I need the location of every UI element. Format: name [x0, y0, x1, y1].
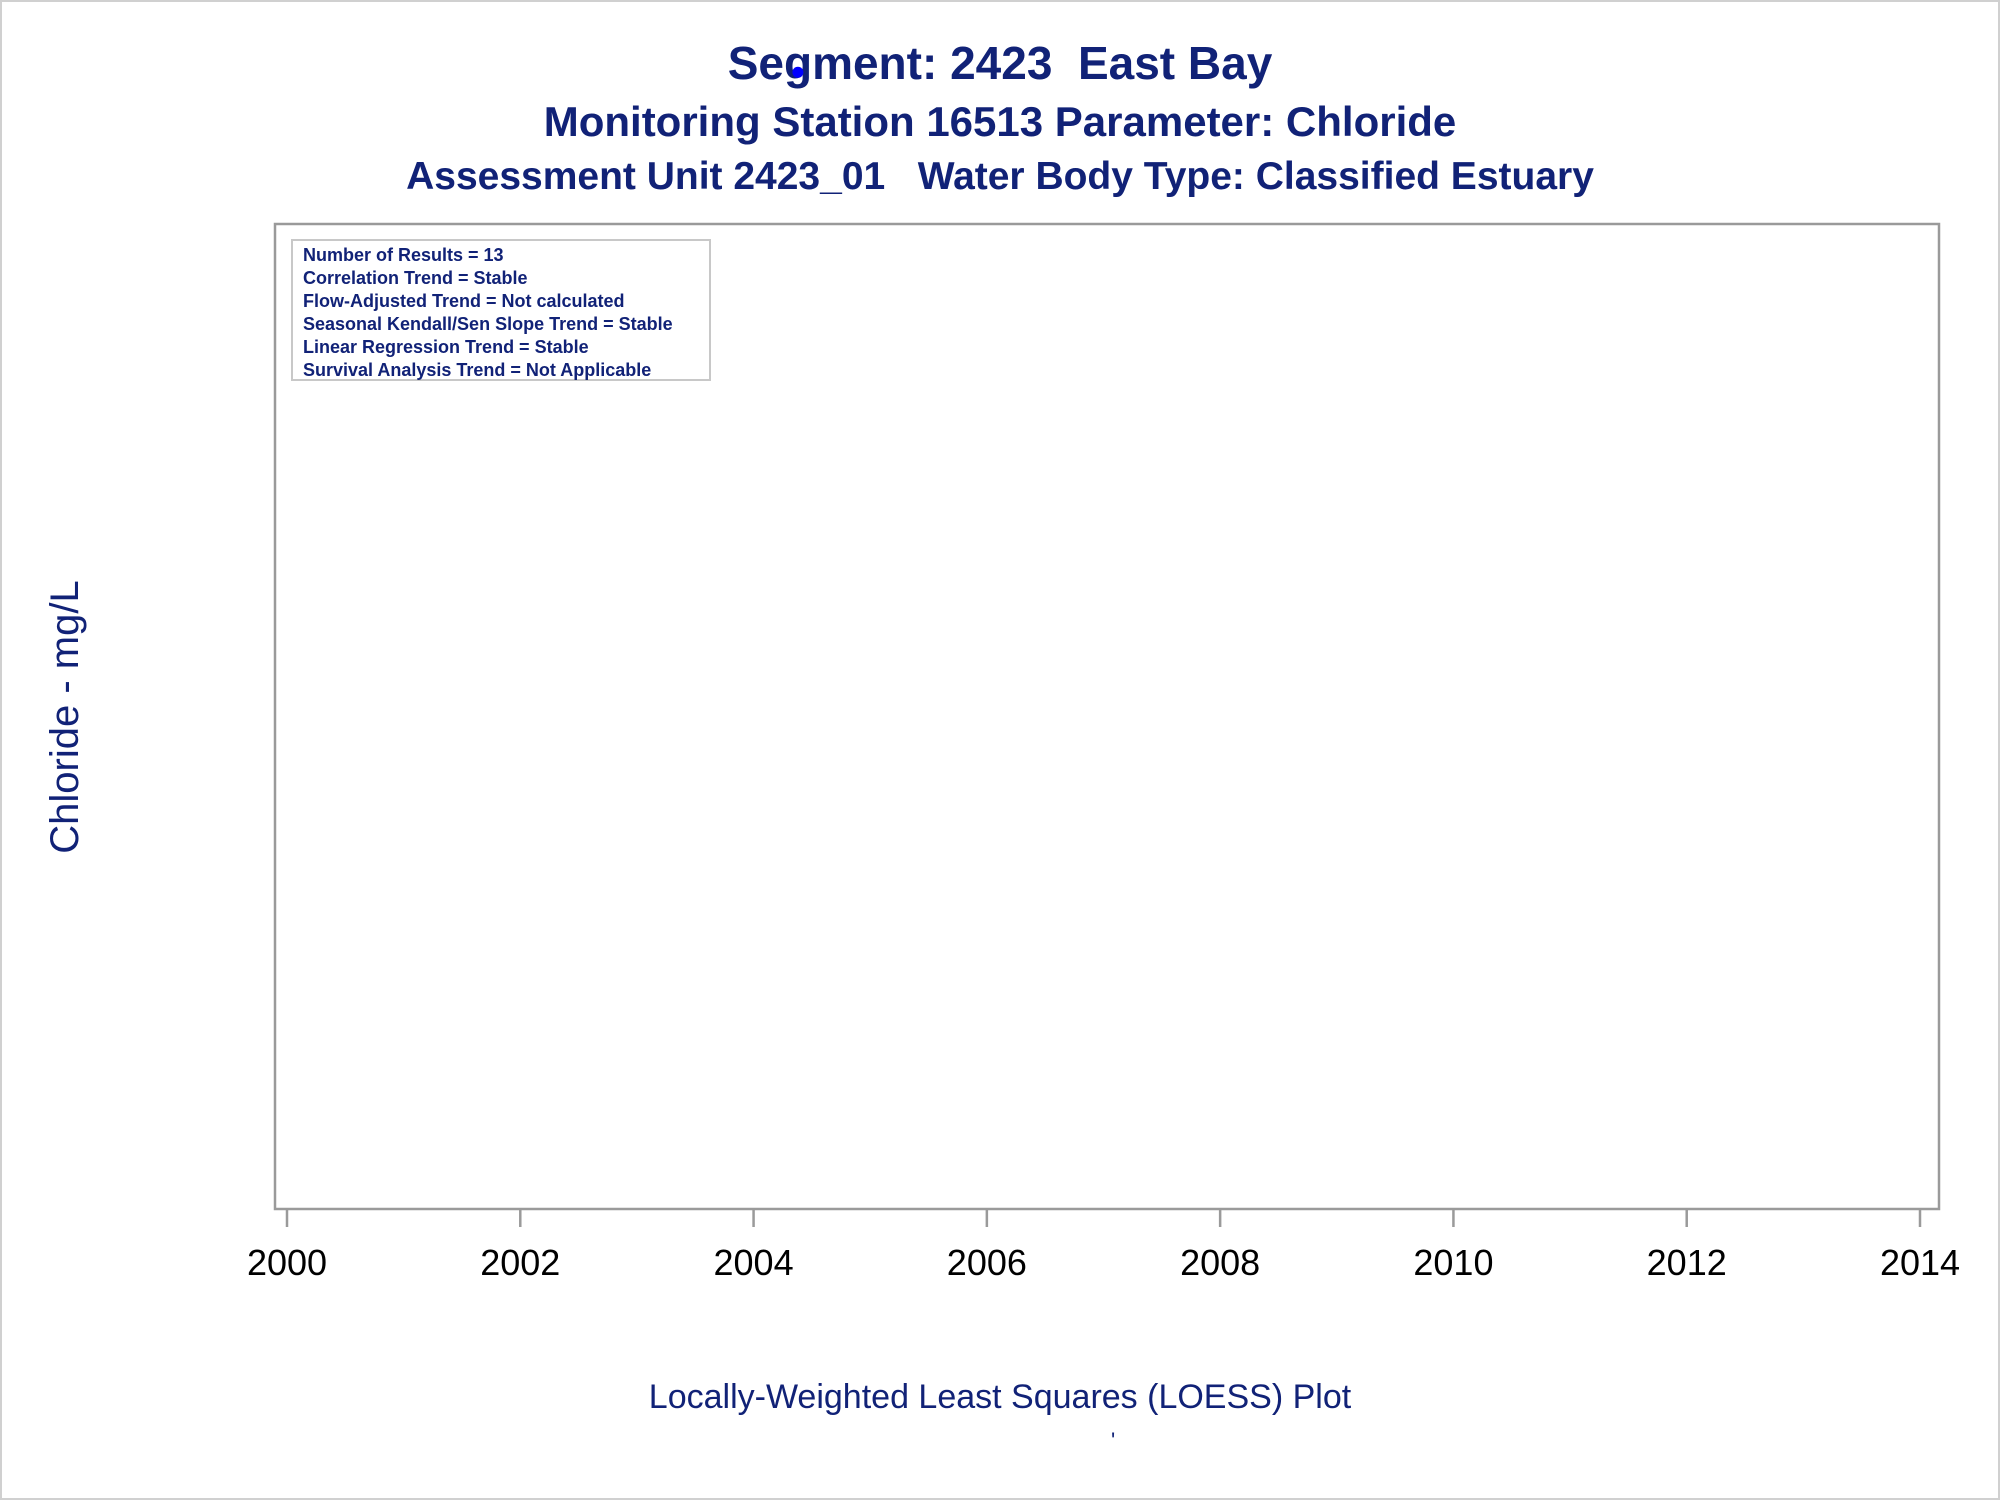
- x-axis: 2000 2002 2004 2006 2008 2010 2012 2014: [247, 1209, 1960, 1283]
- x-tick-label: 2000: [247, 1242, 327, 1283]
- x-tick-label: 2012: [1647, 1242, 1727, 1283]
- footnote-mark: ': [1111, 1428, 1116, 1453]
- stat-line: Number of Results = 13: [303, 245, 504, 265]
- chart-subtitle-station: Monitoring Station 16513 Parameter: Chlo…: [543, 98, 1457, 145]
- stat-line: Survival Analysis Trend = Not Applicable: [303, 360, 652, 380]
- stat-line: Flow-Adjusted Trend = Not calculated: [303, 291, 625, 311]
- plot-marks: [792, 66, 804, 78]
- chart-title: Segment: 2423 East Bay: [727, 37, 1273, 89]
- x-tick-label: 2004: [714, 1242, 794, 1283]
- chart-subtitle-assessment: Assessment Unit 2423_01 Water Body Type:…: [406, 155, 1594, 198]
- plot-area: [273, 222, 1941, 1211]
- x-tick-label: 2010: [1413, 1242, 1493, 1283]
- x-tick-label: 2014: [1880, 1242, 1960, 1283]
- x-tick-label: 2006: [947, 1242, 1027, 1283]
- stat-line: Linear Regression Trend = Stable: [303, 337, 589, 357]
- y-axis-label: Chloride - mg/L: [43, 580, 87, 853]
- stat-line: Seasonal Kendall/Sen Slope Trend = Stabl…: [303, 314, 673, 334]
- x-tick-label: 2008: [1180, 1242, 1260, 1283]
- stat-line: Correlation Trend = Stable: [303, 268, 528, 288]
- trend-stats-box: Number of Results = 13 Correlation Trend …: [291, 239, 711, 381]
- data-point: [792, 66, 804, 78]
- footnote: Locally-Weighted Least Squares (LOESS) P…: [648, 1378, 1352, 1416]
- x-tick-label: 2002: [480, 1242, 560, 1283]
